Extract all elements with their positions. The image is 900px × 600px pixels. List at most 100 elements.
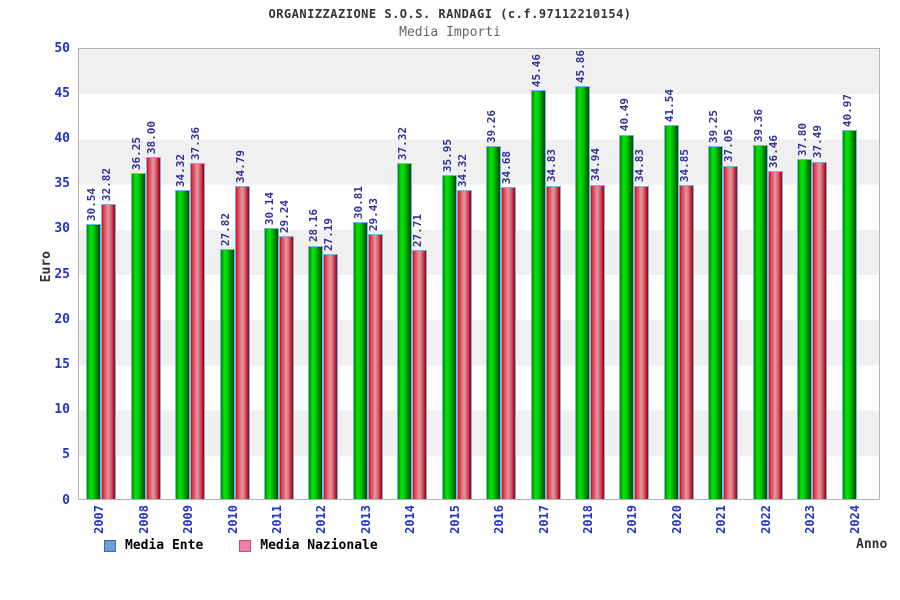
bar-media-ente-2016: 39.26 <box>485 110 502 499</box>
y-tick-label: 0 <box>62 492 70 508</box>
bar-group-2007: 30.54 32.82 2007 <box>85 49 117 534</box>
bar-value-label: 37.36 <box>189 126 203 160</box>
bar-media-nazionale-2012: 27.19 <box>322 218 339 499</box>
bar-media-nazionale-2014: 27.71 <box>411 214 428 499</box>
bar-value-label: 27.82 <box>218 212 232 246</box>
x-tick-label-2014: 2014 <box>403 505 418 534</box>
bar-media-nazionale-2023: 37.49 <box>811 125 828 499</box>
y-tick-label: 50 <box>54 40 70 56</box>
y-tick-label: 20 <box>54 311 70 327</box>
plot-bars: 30.54 32.82 2007 36.25 38.00 2008 34.32 37.36 20… <box>79 49 879 534</box>
x-tick-label-2022: 2022 <box>758 505 773 534</box>
bar-value-label: 28.16 <box>307 209 321 243</box>
y-tick-label: 30 <box>54 221 70 237</box>
bar-media-ente-2017: 45.46 <box>530 54 546 499</box>
bar-group-2018: 45.86 34.94 2018 <box>574 49 606 534</box>
bar-value-label: 45.46 <box>529 53 543 87</box>
bar-value-label: 34.32 <box>455 154 469 188</box>
y-tick-label: 35 <box>54 176 70 192</box>
y-tick-label: 5 <box>62 447 70 463</box>
bar-value-label: 36.25 <box>129 136 143 170</box>
x-tick-label-2015: 2015 <box>447 505 462 534</box>
bar-value-label: 35.95 <box>440 139 454 173</box>
bar-media-ente-2014: 37.32 <box>396 127 413 499</box>
bar-group-2011: 30.14 29.24 2011 <box>263 49 294 534</box>
bar-value-label: 38.00 <box>144 120 158 154</box>
legend: Media Ente Media Nazionale <box>104 538 378 553</box>
bar-value-label: 37.49 <box>811 125 825 159</box>
bar-media-ente-2011: 30.14 <box>263 192 279 499</box>
bar-group-2017: 45.46 34.83 2017 <box>530 49 561 534</box>
bar-value-label: 29.24 <box>277 199 291 233</box>
bar-value-label: 37.32 <box>396 127 410 161</box>
bar-group-2022: 39.36 36.46 2022 <box>752 49 783 534</box>
bar-value-label: 30.81 <box>351 185 365 219</box>
bar-media-nazionale-2009: 37.36 <box>189 127 206 499</box>
x-tick-label-2010: 2010 <box>225 505 240 534</box>
bar-group-2008: 36.25 38.00 2008 <box>130 49 161 534</box>
y-axis-ticks: 0 5 10 15 20 25 30 35 40 45 50 <box>0 41 70 508</box>
bar-value-label: 39.25 <box>707 109 721 143</box>
bar-media-nazionale-2010: 34.79 <box>234 150 250 499</box>
x-tick-label-2018: 2018 <box>581 505 596 534</box>
y-tick-label: 25 <box>54 266 70 282</box>
bar-media-nazionale-2011: 29.24 <box>278 200 294 499</box>
bar-group-2012: 28.16 27.19 2012 <box>307 49 339 534</box>
x-tick-label-2020: 2020 <box>669 505 684 534</box>
x-tick-label-2012: 2012 <box>314 505 329 534</box>
bar-value-label: 27.71 <box>411 213 425 247</box>
bar-media-ente-2015: 35.95 <box>441 139 457 499</box>
bar-media-nazionale-2016: 34.68 <box>500 151 517 499</box>
legend-swatch-media-nazionale <box>239 539 252 552</box>
legend-item-media-ente: Media Ente <box>104 538 203 553</box>
chart-subtitle: Media Importi <box>399 25 501 40</box>
bar-group-2009: 34.32 37.36 2009 <box>174 49 206 534</box>
bar-value-label: 45.86 <box>574 50 588 84</box>
x-tick-label-2009: 2009 <box>181 505 196 534</box>
bar-media-ente-2012: 28.16 <box>307 209 324 499</box>
bar-value-label: 27.19 <box>322 218 336 252</box>
x-tick-label-2017: 2017 <box>536 505 551 534</box>
legend-swatch-media-ente <box>104 539 116 552</box>
bar-group-2010: 27.82 34.79 2010 <box>219 49 250 534</box>
y-axis-title: Euro <box>39 251 54 283</box>
bar-media-ente-2022: 39.36 <box>752 109 768 499</box>
y-tick-label: 10 <box>54 402 70 418</box>
bar-media-ente-2008: 36.25 <box>130 137 146 499</box>
bar-media-nazionale-2022: 36.46 <box>767 135 783 499</box>
y-tick-label: 45 <box>54 85 70 101</box>
bar-value-label: 34.32 <box>174 154 188 188</box>
x-tick-label-2008: 2008 <box>136 505 151 534</box>
x-tick-label-2013: 2013 <box>358 505 373 534</box>
bar-value-label: 34.83 <box>544 149 558 183</box>
x-tick-label-2019: 2019 <box>625 505 640 534</box>
x-tick-label-2011: 2011 <box>269 505 284 534</box>
bar-value-label: 34.94 <box>589 148 603 182</box>
bar-media-ente-2010: 27.82 <box>219 213 235 499</box>
bar-value-label: 39.26 <box>485 109 499 143</box>
chart-title: ORGANIZZAZIONE S.O.S. RANDAGI (c.f.97112… <box>268 7 632 21</box>
bar-group-2013: 30.81 29.43 2013 <box>352 49 383 534</box>
bar-value-label: 34.85 <box>677 149 691 183</box>
bar-value-label: 32.82 <box>100 167 114 201</box>
bar-media-nazionale-2019: 34.83 <box>633 149 650 499</box>
bar-group-2014: 37.32 27.71 2014 <box>396 49 428 534</box>
bar-media-nazionale-2017: 34.83 <box>545 149 561 499</box>
x-tick-label-2021: 2021 <box>714 505 729 534</box>
bar-group-2019: 40.49 34.83 2019 <box>618 49 650 534</box>
bar-value-label: 39.36 <box>751 108 765 142</box>
bar-media-ente-2020: 41.54 <box>663 89 679 499</box>
bar-value-label: 34.83 <box>633 149 647 183</box>
legend-label-media-ente: Media Ente <box>125 538 204 553</box>
y-tick-label: 15 <box>54 356 70 372</box>
x-tick-label-2023: 2023 <box>803 505 818 534</box>
bar-media-nazionale-2018: 34.94 <box>589 148 606 499</box>
legend-label-media-nazionale: Media Nazionale <box>260 538 378 553</box>
y-tick-label: 40 <box>54 130 70 146</box>
x-tick-label-2007: 2007 <box>92 505 107 534</box>
bar-media-nazionale-2020: 34.85 <box>678 149 694 499</box>
bar-media-ente-2013: 30.81 <box>352 186 368 499</box>
bar-group-2024: 40.97 2024 <box>841 49 872 534</box>
legend-item-media-nazionale: Media Nazionale <box>239 538 378 553</box>
bar-media-nazionale-2021: 37.05 <box>722 129 739 499</box>
